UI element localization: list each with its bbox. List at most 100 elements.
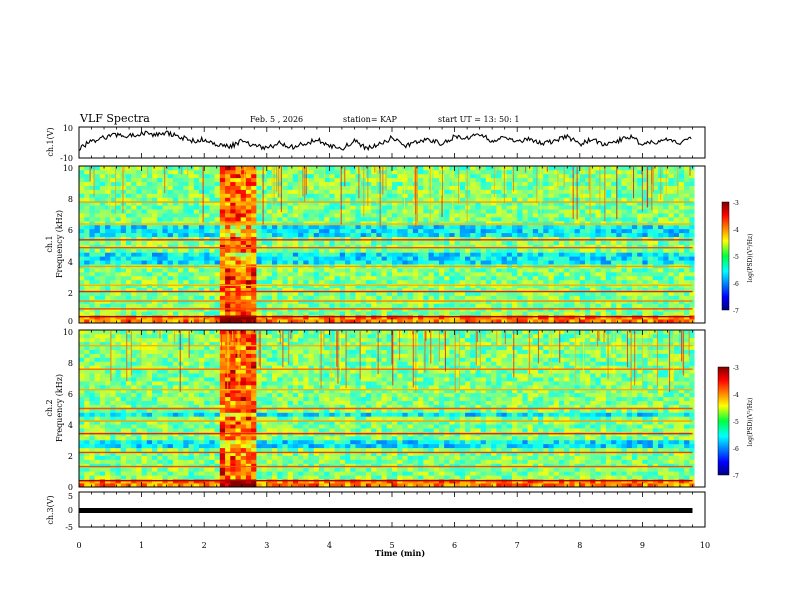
spectrogram-cell	[579, 303, 586, 308]
spectrogram-cell	[579, 295, 586, 300]
spectrogram-cell	[371, 311, 377, 316]
spectrogram-cell	[115, 220, 122, 226]
spectrogram-cell	[198, 197, 205, 202]
spectrogram-cell	[511, 275, 518, 281]
spectrogram-cell	[506, 248, 513, 253]
spectrogram-cell	[595, 268, 602, 273]
spectrogram-cell	[652, 205, 659, 210]
spectrogram-cell	[538, 319, 544, 324]
spectrogram-cell	[172, 268, 179, 273]
spectrogram-cell	[79, 220, 85, 226]
spectrogram-cell	[209, 236, 215, 241]
spectrogram-cell	[605, 217, 612, 222]
spectrogram-cell	[381, 244, 388, 249]
spectrogram-cell	[318, 197, 325, 202]
spectrogram-cell	[621, 181, 628, 186]
spectrogram-cell	[152, 169, 158, 175]
spectrogram-cell	[339, 311, 346, 316]
spectrogram-cell	[412, 271, 419, 277]
spectrogram-cell	[564, 197, 570, 202]
spectrogram-cell	[548, 181, 555, 186]
spectrogram-cell	[89, 248, 95, 253]
spectrogram-cell	[611, 224, 617, 230]
spectrogram-cell	[699, 311, 706, 316]
spectrogram-cell	[668, 197, 675, 202]
spectrogram-cell	[125, 287, 132, 292]
spectrogram-cell	[350, 166, 356, 171]
spectrogram-cell	[245, 295, 252, 300]
spectrogram-cell	[637, 260, 643, 265]
spectrogram-cell	[386, 213, 393, 218]
spectrogram-cell	[84, 166, 90, 171]
spectrogram-cell	[235, 209, 242, 214]
spectrogram-cell	[699, 169, 706, 175]
spectrogram-cell	[152, 209, 158, 214]
spectrogram-cell	[449, 248, 455, 253]
spectrogram-cell	[282, 252, 289, 257]
spectrogram-cell	[178, 232, 184, 237]
spectrogram-cell	[428, 236, 435, 241]
spectrogram-cell	[480, 311, 487, 316]
spectrogram-cell	[178, 169, 184, 175]
spectrogram-cell	[532, 252, 539, 257]
spectrogram-cell	[397, 271, 403, 277]
spectrogram-cell	[110, 240, 116, 245]
spectrogram-cell	[298, 201, 304, 206]
spectrogram-cell	[167, 244, 174, 249]
spectrogram-cell	[407, 209, 414, 214]
spectrogram-cell	[89, 209, 95, 214]
spectrogram-cell	[548, 287, 555, 292]
spectrogram-cell	[585, 248, 591, 253]
spectrogram-cell	[277, 287, 283, 292]
spectrogram-cell	[172, 295, 179, 300]
spectrogram-cell	[423, 181, 429, 186]
spectrogram-cell	[79, 209, 85, 214]
spectrogram-cell	[79, 232, 85, 237]
spectrogram-cell	[480, 232, 487, 237]
spectrogram-cell	[527, 311, 534, 316]
spectrogram-cell	[506, 240, 513, 245]
spectrogram-cell	[365, 205, 372, 210]
spectrogram-cell	[235, 228, 242, 234]
spectrogram-cell	[616, 173, 622, 179]
spectrogram-cell	[251, 268, 257, 273]
spectrogram-cell	[193, 260, 200, 265]
spectrogram-cell	[99, 189, 106, 194]
spectrogram-cell	[558, 260, 565, 265]
spectrogram-cell	[631, 201, 638, 206]
spectrogram-cell	[298, 260, 304, 265]
spectrogram-cell	[230, 193, 236, 198]
spectrogram-cell	[120, 228, 127, 234]
spectrogram-cell	[522, 291, 528, 296]
spectrogram-cell	[298, 287, 304, 292]
spectrogram-cell	[626, 268, 633, 273]
spectrogram-cell	[225, 248, 231, 253]
spectrogram-cell	[172, 205, 179, 210]
spectrogram-cell	[365, 193, 372, 198]
spectrogram-cell	[590, 213, 596, 218]
spectrogram-cell	[209, 252, 215, 257]
spectrogram-cell	[475, 295, 482, 300]
spectrogram-cell	[84, 295, 90, 300]
spectrogram-cell	[125, 252, 132, 257]
spectrogram-cell	[652, 228, 659, 234]
spectrogram-cell	[496, 220, 502, 226]
spectrogram-cell	[673, 295, 680, 300]
spectrogram-cell	[334, 295, 341, 300]
spectrogram-cell	[444, 213, 450, 218]
spectrogram-cell	[585, 228, 591, 234]
spectrogram-cell	[449, 185, 455, 190]
spectrogram-cell	[219, 291, 226, 296]
spectrogram-cell	[459, 303, 466, 308]
spectrogram-cell	[668, 232, 675, 237]
spectrogram-cell	[79, 240, 85, 245]
spectrogram-cell	[282, 228, 289, 234]
spectrogram-cell	[590, 287, 596, 292]
spectrogram-cell	[626, 232, 633, 237]
spectrogram-cell	[465, 311, 471, 316]
spectrogram-cell	[418, 197, 424, 202]
spectrogram-cell	[298, 271, 304, 277]
spectrogram-cell	[574, 236, 581, 241]
spectrogram-cell	[543, 197, 549, 202]
spectrogram-cell	[386, 189, 393, 194]
